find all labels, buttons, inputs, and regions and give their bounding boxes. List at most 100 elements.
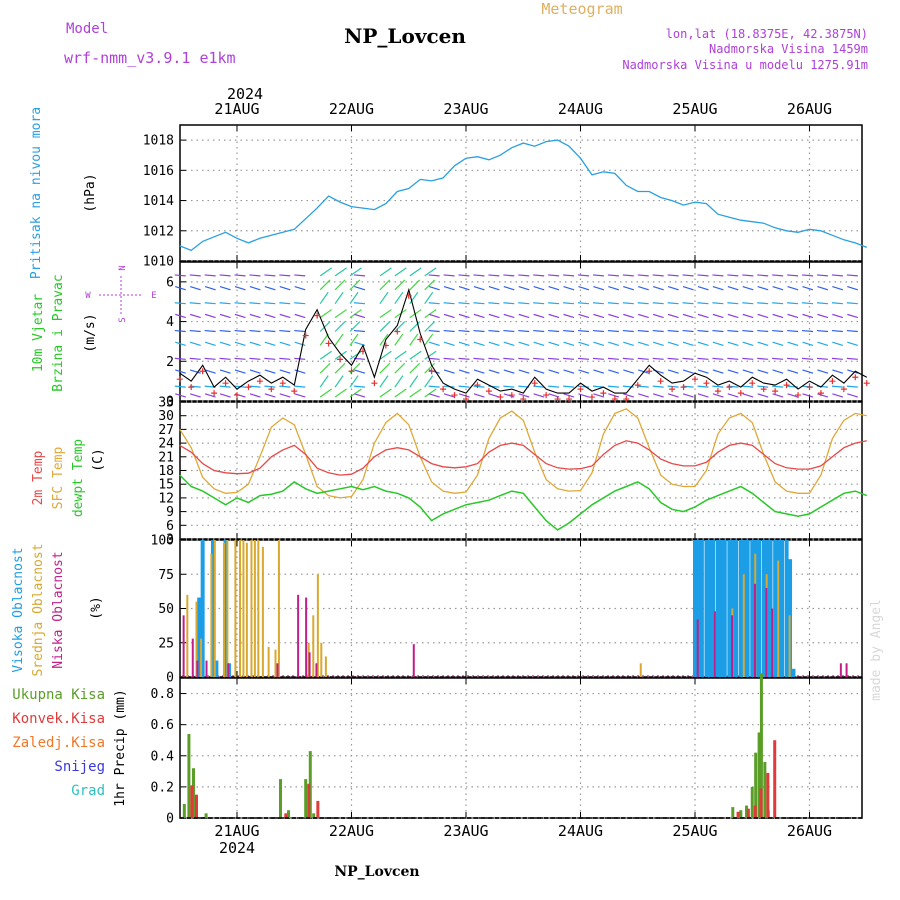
wind-arrow — [787, 286, 799, 291]
wind-arrow — [846, 357, 858, 360]
wind-arrow — [264, 369, 276, 374]
wind-arrow — [353, 302, 366, 305]
wind-arrow — [607, 302, 619, 305]
wind-arrow — [249, 385, 261, 388]
model-altitude: Nadmorska Visina u modelu 1275.91m — [622, 58, 868, 72]
mid-cloud-bar — [788, 615, 791, 677]
convective-precip-bar — [190, 785, 194, 818]
precip-legend-item: Konvek.Kisa — [12, 711, 105, 727]
mid-cloud-bar — [210, 553, 213, 677]
wind-arrow — [847, 393, 858, 398]
wind-arrow — [652, 357, 664, 360]
wind-arrow — [189, 329, 201, 333]
mid-cloud-bar — [186, 594, 189, 677]
wind-arrow — [518, 286, 530, 291]
wind-arrow — [518, 369, 530, 374]
wind-gust-marker — [554, 396, 561, 403]
wind-arrow — [727, 357, 739, 360]
precip-legend-item: Snijeg — [54, 759, 105, 775]
wind-arrow — [757, 369, 769, 374]
wind-arrow — [428, 357, 440, 360]
wind-arrow — [334, 321, 346, 332]
wind-arrow — [608, 286, 620, 291]
wind-arrow — [488, 369, 500, 374]
wind-arrow — [279, 393, 291, 398]
top-date-labels: 21AUG 22AUG 23AUG 24AUG 25AUG 26AUG — [214, 100, 832, 118]
wind-gust-marker — [451, 392, 458, 399]
wind-arrow — [458, 274, 470, 277]
wind-arrow — [757, 313, 769, 319]
mid-cloud-bar — [274, 649, 277, 677]
wind-arrow — [622, 329, 634, 333]
wind-arrow — [667, 357, 679, 360]
high-cloud-bar — [768, 540, 773, 677]
high-cloud-bar — [711, 540, 716, 677]
high-cloud-bar — [214, 660, 219, 677]
wind-arrow — [264, 341, 276, 346]
wind-arrow — [742, 393, 754, 398]
date-label-top: 24AUG — [558, 100, 603, 118]
wind-arrow — [234, 369, 246, 374]
wind-arrow — [189, 274, 201, 277]
high-cloud-bar — [784, 540, 789, 677]
wind-arrow — [353, 385, 366, 388]
wind-arrow — [846, 385, 858, 388]
wind-arrow — [294, 302, 306, 305]
wind-arrow — [742, 329, 754, 333]
wind-arrow — [503, 274, 515, 277]
wind-arrow — [319, 362, 331, 374]
wind-arrow — [319, 350, 332, 360]
mid-cloud-bar — [226, 540, 229, 677]
wind-arrow — [473, 341, 485, 346]
wind-arrow — [577, 329, 590, 333]
wind-arrow — [428, 329, 440, 333]
wind-arrow — [428, 385, 440, 388]
total-precip-bar — [754, 752, 758, 818]
wind-arrow — [697, 385, 709, 388]
wind-arrow — [757, 329, 769, 333]
wind-arrow — [802, 302, 814, 305]
wind-arrow — [772, 286, 784, 291]
wind-arrow — [623, 313, 634, 319]
wind-arrow — [667, 329, 679, 333]
mid-cloud-bar — [742, 574, 745, 677]
wind-arrow — [533, 369, 545, 374]
wind-arrow — [518, 302, 530, 305]
y-tick-label: 1010 — [143, 255, 174, 270]
wind-arrow — [816, 357, 828, 360]
high-cloud-bar — [738, 540, 743, 677]
wind-arrow — [249, 329, 261, 333]
wind-arrow — [279, 313, 291, 319]
wind-arrow — [424, 388, 437, 398]
wind-arrow — [443, 357, 455, 360]
wind-arrow — [593, 369, 605, 374]
wind-arrow — [577, 385, 590, 388]
wind-arrow — [354, 313, 366, 319]
wind-arrow — [189, 302, 201, 305]
wind-arrow — [394, 388, 407, 398]
wind-arrow — [831, 302, 843, 305]
wind-arrow — [319, 309, 332, 319]
wind-arrow — [667, 341, 679, 346]
y-tick-label: 1012 — [143, 224, 174, 239]
wind-arrow — [409, 350, 422, 360]
wind-arrow — [533, 329, 545, 333]
compass-south: S — [118, 317, 128, 322]
wind-arrow — [608, 369, 620, 374]
convective-precip-bar — [759, 788, 763, 818]
total-precip-bar — [308, 751, 312, 818]
wind-arrow — [219, 274, 231, 277]
wind-arrow — [533, 341, 545, 346]
wind-label-1: 10m Vjetar — [31, 294, 46, 372]
wind-arrow — [533, 357, 545, 360]
wind-arrow — [742, 369, 754, 374]
wind-arrow — [712, 286, 724, 291]
wind-arrow — [846, 329, 858, 333]
y-tick-label: 1018 — [143, 134, 174, 149]
wind-arrow — [548, 274, 560, 277]
wind-arrow — [787, 357, 799, 360]
wind-arrow — [816, 329, 828, 333]
wind-arrow — [578, 286, 590, 291]
mid-cloud-bar — [257, 540, 260, 677]
wind-arrow — [697, 369, 709, 374]
